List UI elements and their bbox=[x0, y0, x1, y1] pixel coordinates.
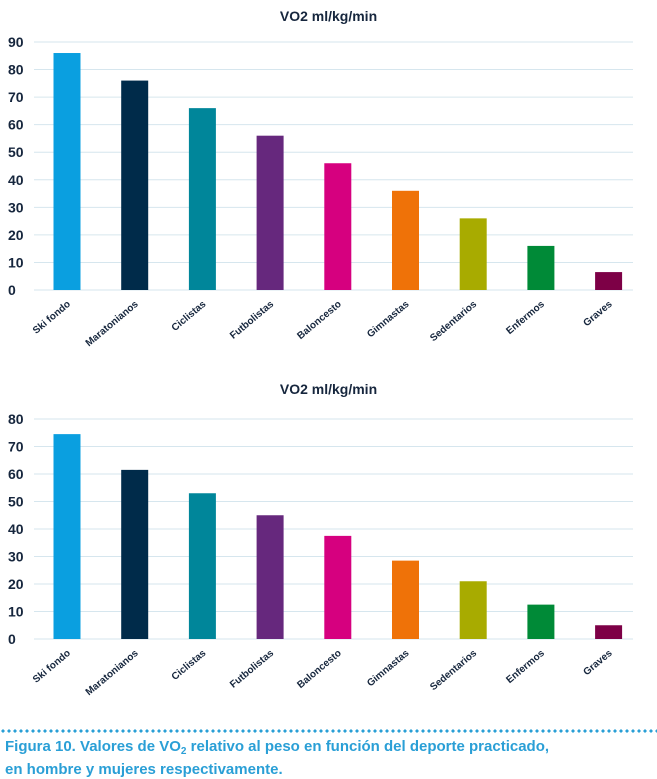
category-label: Sedentarios bbox=[428, 299, 479, 345]
y-tick-label: 80 bbox=[8, 62, 24, 78]
bar bbox=[392, 190, 419, 290]
y-tick-label: 40 bbox=[8, 172, 24, 188]
bar bbox=[53, 53, 81, 291]
category-label: Sedentarios bbox=[428, 648, 479, 694]
bar bbox=[53, 434, 81, 639]
bar bbox=[324, 535, 352, 639]
bar bbox=[121, 469, 149, 639]
category-label: Enfermos bbox=[504, 648, 547, 686]
bar bbox=[392, 560, 419, 639]
category-label: Ciclistas bbox=[170, 299, 209, 334]
category-label: Graves bbox=[581, 648, 614, 679]
y-tick-label: 30 bbox=[8, 549, 24, 565]
y-tick-label: 60 bbox=[8, 117, 24, 133]
category-label: Futbolistas bbox=[228, 299, 276, 342]
bar bbox=[188, 493, 216, 639]
y-tick-label: 0 bbox=[8, 282, 16, 298]
category-label: Enfermos bbox=[504, 299, 547, 337]
bar bbox=[595, 272, 623, 290]
y-tick-label: 70 bbox=[8, 89, 24, 105]
bar bbox=[595, 625, 623, 639]
dotted-divider bbox=[0, 729, 657, 733]
category-label: Maratonianos bbox=[84, 299, 141, 349]
category-label: Ciclistas bbox=[170, 648, 209, 683]
y-tick-label: 50 bbox=[8, 144, 24, 160]
y-tick-label: 30 bbox=[8, 199, 24, 215]
chart-title: VO2 ml/kg/min bbox=[279, 381, 378, 397]
y-tick-label: 0 bbox=[8, 631, 16, 647]
caption-line2: en hombre y mujeres respectivamente. bbox=[5, 761, 283, 778]
bar bbox=[121, 80, 149, 290]
category-label: Gimnastas bbox=[365, 648, 412, 690]
category-label: Futbolistas bbox=[228, 648, 276, 691]
chart-bottom: VO2 ml/kg/min 0 10 20 30 40 50 60 70 80 Ski fondo… bbox=[0, 373, 657, 718]
bar bbox=[256, 515, 284, 639]
category-label: Ski fondo bbox=[31, 299, 73, 337]
y-tick-label: 60 bbox=[8, 466, 24, 482]
y-tick-label: 50 bbox=[8, 494, 24, 510]
category-label: Baloncesto bbox=[295, 299, 343, 342]
bar bbox=[527, 245, 555, 290]
category-label: Baloncesto bbox=[295, 648, 343, 691]
y-tick-label: 80 bbox=[8, 411, 24, 427]
y-tick-label: 10 bbox=[8, 254, 24, 270]
caption-subscript: 2 bbox=[180, 746, 187, 757]
y-tick-label: 90 bbox=[8, 34, 24, 50]
y-tick-label: 10 bbox=[8, 604, 24, 620]
category-label: Maratonianos bbox=[84, 648, 141, 698]
category-label: Gimnastas bbox=[365, 299, 412, 341]
figure-caption: Figura 10. Valores de VO2 relativo al pe… bbox=[5, 738, 645, 779]
bar bbox=[256, 135, 284, 290]
bar bbox=[188, 108, 216, 290]
chart-title: VO2 ml/kg/min bbox=[279, 8, 378, 24]
bar bbox=[324, 163, 352, 290]
bar bbox=[527, 604, 555, 639]
y-tick-label: 20 bbox=[8, 576, 24, 592]
category-label: Graves bbox=[581, 299, 614, 330]
y-tick-label: 40 bbox=[8, 521, 24, 537]
caption-suffix: relativo al peso en función del deporte … bbox=[186, 738, 550, 755]
bar bbox=[459, 218, 487, 290]
chart-bottom-svg: 0 10 20 30 40 50 60 70 80 Ski fondo Maratonianos Ci… bbox=[8, 411, 633, 698]
chart-top: VO2 ml/kg/min 0 10 20 30 40 50 60 70 80 90 Ski fon… bbox=[0, 0, 657, 365]
chart-top-svg: 0 10 20 30 40 50 60 70 80 90 Ski fondo Maratonianos… bbox=[8, 34, 633, 349]
y-tick-label: 70 bbox=[8, 439, 24, 455]
caption-prefix: Figura 10. Valores de VO bbox=[5, 738, 181, 755]
y-tick-label: 20 bbox=[8, 227, 24, 243]
bar bbox=[459, 581, 487, 639]
category-label: Ski fondo bbox=[31, 648, 73, 686]
